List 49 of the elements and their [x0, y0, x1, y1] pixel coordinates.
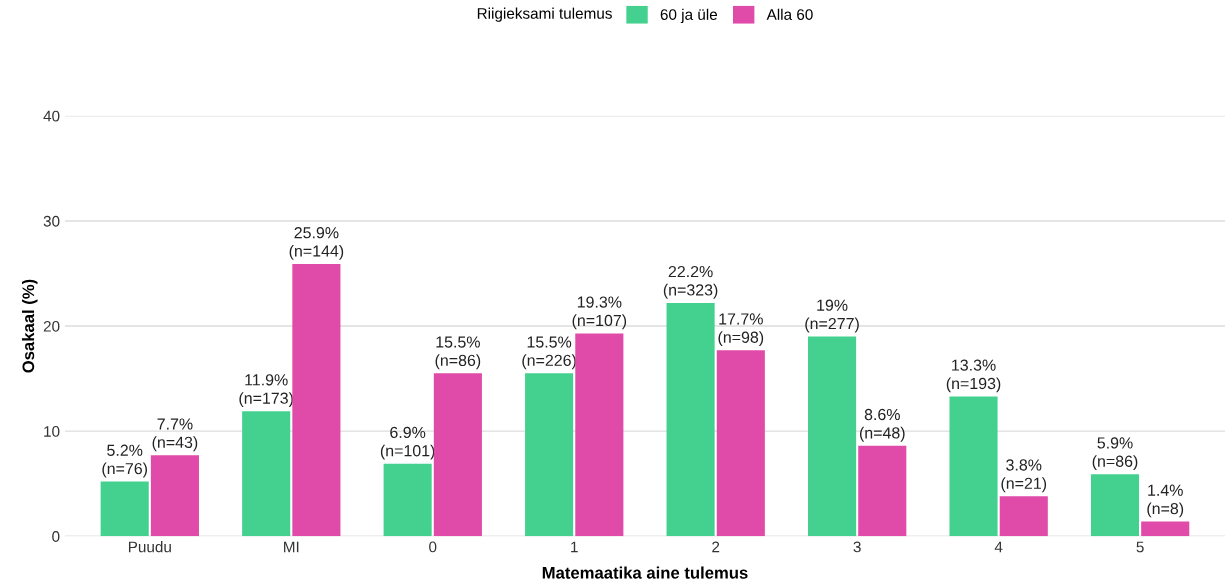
data-label: 5.9% (n=86) [1092, 437, 1138, 471]
y-tick-label: 40 [43, 110, 60, 122]
bar [999, 496, 1048, 537]
bar [383, 463, 432, 537]
bar [525, 373, 574, 537]
y-tick-label: 0 [52, 531, 60, 542]
x-tick-label: 2 [712, 541, 720, 553]
y-tick-label: 10 [44, 426, 60, 437]
data-label: 19.3% (n=107) [572, 296, 627, 330]
x-tick-label: 1 [571, 541, 578, 553]
bar [1141, 521, 1190, 537]
bar [575, 333, 624, 537]
data-label: 25.9% (n=144) [289, 227, 344, 260]
data-label: 22.2% (n=323) [663, 265, 718, 299]
data-label: 8.6% (n=48) [859, 408, 905, 442]
bar [100, 481, 149, 537]
legend-label: Alla 60 [766, 8, 813, 20]
y-tick-label: 20 [43, 320, 60, 332]
bar [808, 336, 857, 537]
x-axis-title: Matemaatika aine tulemus [542, 566, 748, 579]
data-label: 17.7% (n=98) [718, 313, 764, 347]
data-label: 5.2% (n=76) [102, 444, 148, 478]
bar [666, 302, 715, 537]
bar [1090, 474, 1140, 537]
data-label: 15.5% (n=86) [435, 336, 481, 370]
bar [242, 411, 291, 537]
data-label: 3.8% (n=21) [1001, 459, 1047, 493]
x-tick-label: 3 [853, 541, 861, 553]
bar [292, 264, 341, 537]
data-label: 13.3% (n=193) [946, 359, 1001, 393]
x-tick-label: MI [284, 541, 299, 553]
legend-label: 60 ja üle [660, 8, 718, 23]
x-tick-label: Puudu [128, 541, 171, 553]
y-tick-label: 30 [43, 215, 60, 227]
x-tick-label: 5 [1136, 541, 1144, 553]
y-axis-title: Osakaal (%) [21, 279, 38, 373]
bar [716, 350, 765, 537]
data-label: 11.9% (n=173) [239, 374, 293, 408]
bar [150, 455, 199, 537]
data-label: 6.9% (n=101) [380, 426, 435, 460]
legend-title: Riigieksami tulemus [477, 7, 612, 22]
data-label: 19% (n=277) [805, 299, 859, 333]
x-tick-label: 0 [429, 541, 437, 553]
x-tick-label: 4 [994, 541, 1003, 553]
bar [433, 373, 482, 537]
data-label: 1.4% (n=8) [1147, 484, 1184, 518]
data-label: 7.7% (n=43) [152, 418, 198, 452]
bar [858, 445, 907, 537]
bar [949, 396, 998, 537]
